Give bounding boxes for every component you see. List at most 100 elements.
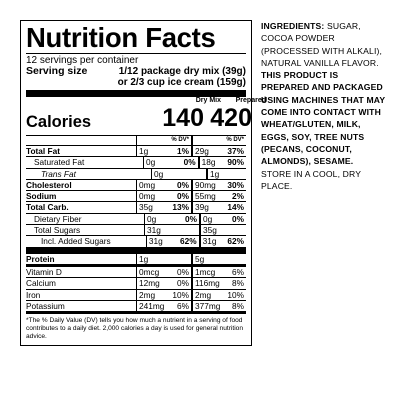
prepared-amount: 1g (206, 168, 236, 179)
table-row: Dietary Fiber 0g 0% 0g 0% (26, 212, 246, 225)
dry-amount: 31g (145, 236, 175, 247)
thick-divider (26, 90, 246, 97)
prepared-amount: 2mg (191, 289, 221, 300)
thick-divider (26, 246, 246, 254)
nutrient-name: Dietary Fiber (34, 213, 82, 224)
dry-amount: 0mg (136, 191, 166, 202)
nutrient-name: Total Sugars (34, 225, 81, 236)
dry-dv (166, 254, 191, 264)
dv-header-dry: % DV* (136, 136, 191, 145)
prepared-amount: 29g (191, 146, 221, 157)
prepared-dv: 8% (232, 300, 244, 311)
prepared-dv: 30% (227, 179, 244, 190)
footnote: *The % Daily Value (DV) tells you how mu… (26, 317, 243, 341)
table-row: Protein 1g 5g (26, 253, 246, 264)
nutrient-name: Iron (26, 289, 41, 300)
nutrition-facts-panel: Nutrition Facts 12 servings per containe… (20, 20, 266, 347)
serving-size: Serving size 1/12 package dry mix (39g) (26, 66, 246, 78)
prepared-dv: 14% (227, 202, 244, 213)
prepared-dv: 37% (227, 146, 244, 156)
dry-dv: 0% (177, 278, 189, 289)
table-row: Saturated Fat 0g 0% 18g 90% (26, 156, 246, 168)
nutrient-name: Calcium (26, 278, 56, 289)
divider (26, 53, 246, 54)
dry-amount: 0g (143, 157, 173, 168)
prepared-dv: 0% (232, 213, 244, 224)
nutrient-name: Saturated Fat (34, 157, 85, 168)
dry-dv: 0% (177, 266, 189, 277)
prepared-amount: 18g (197, 157, 228, 168)
prepared-amount: 377mg (191, 300, 221, 312)
prepared-dv: 2% (232, 191, 244, 202)
dry-amount: 0g (151, 168, 181, 179)
allergen-statement: THIS PRODUCT IS PREPARED AND PACKAGED US… (261, 70, 386, 167)
prepared-dv: 62% (227, 236, 244, 247)
dry-dv: 10% (172, 289, 189, 300)
prepared-amount: 35g (199, 225, 229, 236)
divider (26, 263, 246, 267)
table-row: Total Sugars 31g 35g (26, 224, 246, 236)
prepared-dv (236, 169, 246, 179)
nutrient-name: Vitamin D (26, 266, 62, 277)
prepared-dv: 8% (232, 278, 244, 289)
dry-dv: 6% (177, 300, 189, 311)
dry-amount: 241mg (136, 300, 166, 312)
ingredients-statement: INGREDIENTS: SUGAR, COCOA POWDER (PROCES… (261, 20, 386, 192)
prepared-amount: 5g (191, 253, 221, 264)
dv-header-prepared: % DV* (191, 136, 246, 145)
dry-dv: 0% (177, 179, 189, 190)
prepared-amount: 0g (199, 213, 229, 225)
nutrient-name: Cholesterol (26, 179, 72, 190)
dry-amount: 0mcg (136, 266, 166, 278)
servings-per-container: 12 servings per container (26, 55, 139, 66)
dry-amount: 1g (136, 146, 166, 157)
prepared-amount: 116mg (191, 278, 221, 289)
table-row: Trans Fat 0g 1g (26, 167, 246, 179)
storage-text: STORE IN A COOL, DRY PLACE. (261, 168, 361, 191)
col-header-dry: Dry Mix (195, 97, 221, 104)
ingredients-text: SUGAR, COCOA POWDER (PROCESSED WITH ALKA… (261, 21, 383, 68)
dry-dv: 13% (172, 202, 189, 213)
dry-dv: 1% (177, 146, 189, 156)
nutrient-name: Trans Fat (41, 168, 76, 179)
table-row: Incl. Added Sugars 31g 62% 31g 62% (26, 235, 246, 247)
nutrient-name: Potassium (26, 300, 65, 311)
serving-size-value: 1/12 package dry mix (39g) (118, 66, 246, 77)
table-row: Sodium 0mg 0% 55mg 2% (26, 190, 246, 202)
nutrient-name: Total Carb. (26, 202, 69, 213)
dry-amount: 0mg (136, 179, 166, 191)
nutrient-name: Incl. Added Sugars (41, 236, 111, 247)
prepared-amount: 39g (191, 202, 221, 213)
dry-amount: 31g (144, 225, 174, 236)
dry-amount: 1g (136, 253, 166, 264)
prepared-amount: 55mg (191, 191, 221, 202)
dry-dv: 62% (179, 236, 197, 247)
table-row: Vitamin D 0mcg 0% 1mcg 6% (26, 266, 246, 278)
table-row: Cholesterol 0mg 0% 90mg 30% (26, 178, 246, 191)
prepared-dv: 6% (232, 266, 244, 277)
serving-size-alt: or 2/3 cup ice cream (159g) (117, 77, 246, 88)
dry-amount: 12mg (136, 278, 166, 289)
dry-amount: 0g (144, 213, 174, 225)
calories-dry-value: 140 (162, 104, 204, 132)
dry-dv (174, 225, 199, 235)
col-header-prepared: Prepared (235, 97, 266, 104)
divider (26, 311, 246, 315)
dv-header-row: % DV* % DV* (26, 135, 246, 145)
table-row: Calcium 12mg 0% 116mg 8% (26, 277, 246, 289)
calories-prepared-value: 420 (210, 104, 252, 132)
dry-amount: 2mg (136, 289, 166, 300)
table-row: Iron 2mg 10% 2mg 10% (26, 288, 246, 300)
table-row: Potassium 241mg 6% 377mg 8% (26, 299, 246, 312)
table-row: Total Carb. 35g 13% 39g 14% (26, 201, 246, 213)
dry-dv: 0% (183, 157, 196, 168)
dry-dv: 0% (177, 191, 189, 202)
prepared-dv (229, 225, 246, 235)
panel-title: Nutrition Facts (26, 22, 216, 53)
prepared-dv: 10% (227, 289, 244, 300)
calories-block: Calories Dry Mix Prepared 140 420 (26, 97, 266, 135)
prepared-dv: 90% (227, 157, 244, 168)
dry-dv: 0% (185, 213, 197, 224)
prepared-amount: 90mg (191, 179, 221, 191)
calories-label: Calories (26, 113, 92, 131)
